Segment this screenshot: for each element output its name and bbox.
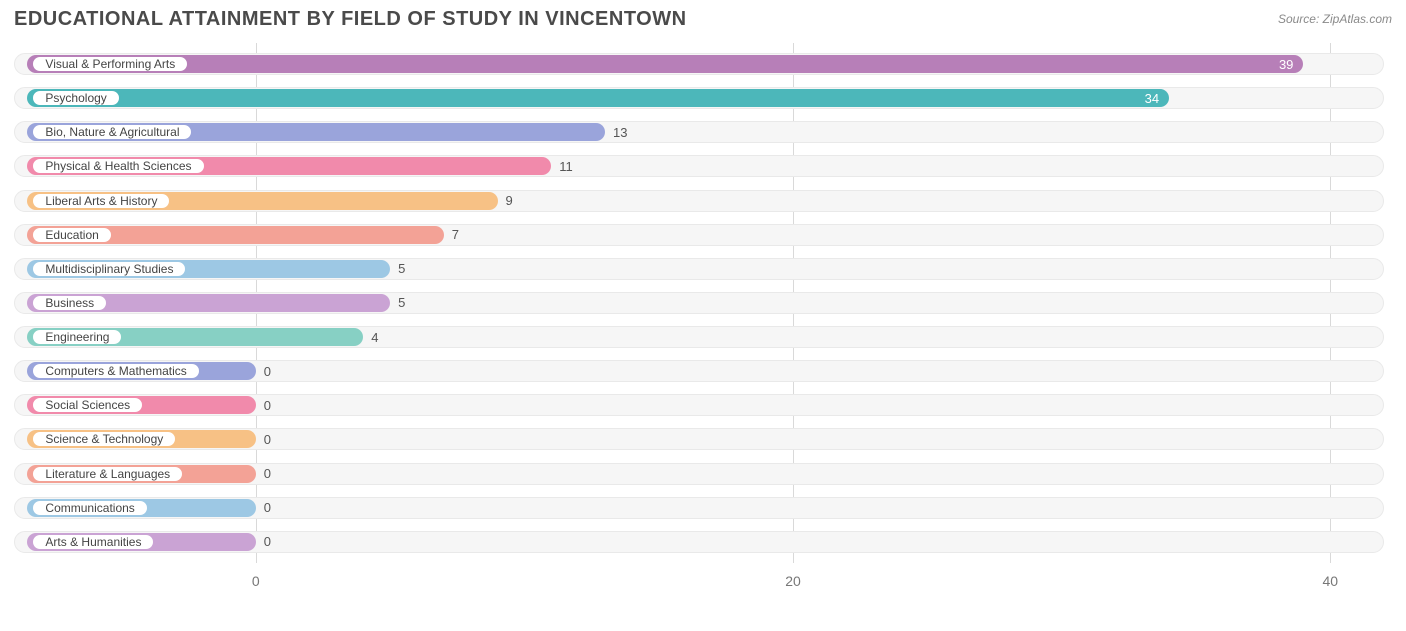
x-tick-label: 40: [1322, 573, 1338, 589]
category-pill: Arts & Humanities: [31, 533, 155, 551]
category-pill: Visual & Performing Arts: [31, 55, 189, 73]
bar-row: Business 5: [14, 292, 1384, 314]
category-label: Arts & Humanities: [45, 535, 141, 549]
category-label: Liberal Arts & History: [45, 194, 157, 208]
value-label: 0: [264, 533, 271, 551]
category-label: Business: [45, 296, 94, 310]
plot-region: Visual & Performing Arts 39 Psychology 34 Bi…: [14, 43, 1384, 563]
chart-source: Source: ZipAtlas.com: [1278, 12, 1392, 26]
category-pill: Multidisciplinary Studies: [31, 260, 187, 278]
category-label: Literature & Languages: [45, 467, 170, 481]
bar-fill: [27, 55, 1303, 73]
bar-row: Communications 0: [14, 497, 1384, 519]
value-label: 5: [398, 260, 405, 278]
value-label: 0: [264, 499, 271, 517]
bar-row: Physical & Health Sciences 11: [14, 155, 1384, 177]
category-label: Social Sciences: [45, 398, 130, 412]
category-pill: Liberal Arts & History: [31, 192, 171, 210]
bar-fill: [27, 89, 1169, 107]
category-label: Computers & Mathematics: [45, 364, 186, 378]
value-label: 0: [264, 362, 271, 380]
category-pill: Science & Technology: [31, 430, 177, 448]
category-label: Psychology: [45, 91, 106, 105]
bar-row: Liberal Arts & History 9: [14, 190, 1384, 212]
value-label: 0: [264, 430, 271, 448]
category-label: Communications: [45, 501, 134, 515]
category-pill: Psychology: [31, 89, 120, 107]
bar-rows: Visual & Performing Arts 39 Psychology 34 Bi…: [14, 43, 1384, 563]
bar-row: Computers & Mathematics 0: [14, 360, 1384, 382]
x-axis: 0 20 40: [14, 569, 1384, 593]
bar-row: Science & Technology 0: [14, 428, 1384, 450]
value-label: 5: [398, 294, 405, 312]
bar-row: Multidisciplinary Studies 5: [14, 258, 1384, 280]
chart-title: EDUCATIONAL ATTAINMENT BY FIELD OF STUDY…: [14, 8, 687, 31]
bar-row: Psychology 34: [14, 87, 1384, 109]
category-label: Education: [45, 228, 98, 242]
value-label: 9: [506, 192, 513, 210]
value-label: 39: [1279, 55, 1293, 73]
category-pill: Computers & Mathematics: [31, 362, 200, 380]
value-label: 0: [264, 396, 271, 414]
bar-row: Arts & Humanities 0: [14, 531, 1384, 553]
category-label: Bio, Nature & Agricultural: [45, 125, 179, 139]
category-label: Physical & Health Sciences: [45, 159, 191, 173]
category-label: Visual & Performing Arts: [45, 57, 175, 71]
category-label: Engineering: [45, 330, 109, 344]
category-label: Multidisciplinary Studies: [45, 262, 173, 276]
chart-area: Visual & Performing Arts 39 Psychology 34 Bi…: [14, 43, 1392, 593]
category-pill: Literature & Languages: [31, 465, 184, 483]
category-pill: Social Sciences: [31, 396, 144, 414]
x-tick-label: 0: [252, 573, 260, 589]
value-label: 11: [559, 157, 573, 175]
bar-row: Bio, Nature & Agricultural 13: [14, 121, 1384, 143]
category-pill: Bio, Nature & Agricultural: [31, 123, 193, 141]
x-tick-label: 20: [785, 573, 801, 589]
value-label: 0: [264, 465, 271, 483]
value-label: 13: [613, 123, 627, 141]
category-pill: Communications: [31, 499, 148, 517]
value-label: 4: [371, 328, 378, 346]
chart-header: EDUCATIONAL ATTAINMENT BY FIELD OF STUDY…: [14, 8, 1392, 31]
bar-row: Engineering 4: [14, 326, 1384, 348]
category-pill: Business: [31, 294, 108, 312]
bar-row: Visual & Performing Arts 39: [14, 53, 1384, 75]
value-label: 34: [1145, 89, 1159, 107]
value-label: 7: [452, 226, 459, 244]
bar-row: Education 7: [14, 224, 1384, 246]
category-pill: Education: [31, 226, 112, 244]
bar-row: Social Sciences 0: [14, 394, 1384, 416]
bar-row: Literature & Languages 0: [14, 463, 1384, 485]
category-label: Science & Technology: [45, 432, 163, 446]
category-pill: Physical & Health Sciences: [31, 157, 205, 175]
category-pill: Engineering: [31, 328, 123, 346]
